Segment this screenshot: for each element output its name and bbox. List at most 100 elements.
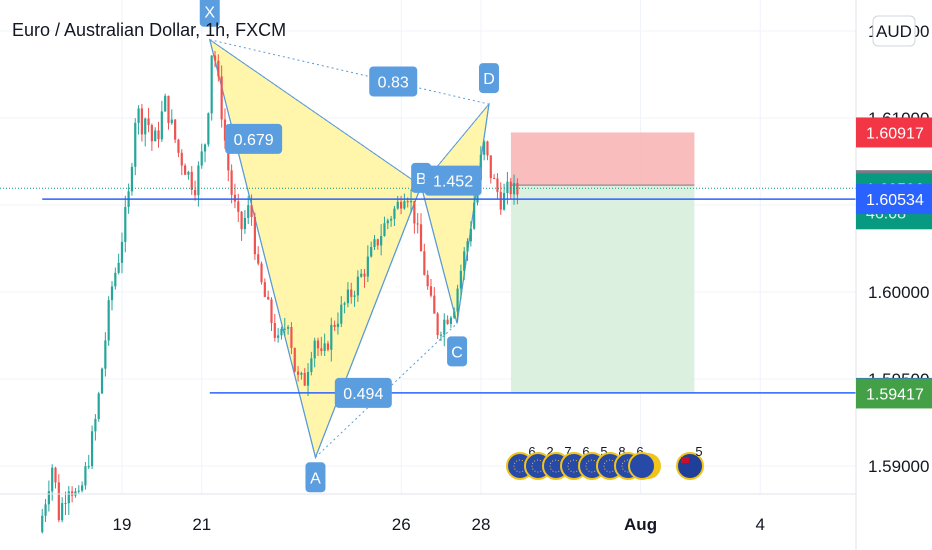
candle-body [154,130,157,142]
time-tick-label: 21 [192,515,211,534]
candle-body [456,288,459,312]
candle-body [184,165,187,175]
candle-body [459,270,462,289]
candle-body [280,328,283,336]
event-count: 6 [636,444,643,459]
candle-body [449,317,453,324]
time-tick-label: 19 [113,515,132,534]
candle-body [51,467,54,492]
candle-body [167,95,170,124]
candle-body [313,340,316,359]
candle-body [483,141,486,155]
candle-body [439,334,443,336]
stop-loss-zone[interactable] [510,132,695,186]
candle-body [293,347,296,372]
candle-body [250,205,253,218]
candle-body [110,286,114,301]
candle-body [64,503,67,505]
currency-button[interactable] [872,15,916,47]
price-badge-value: 1.60917 [866,125,924,142]
price-badge-value: 1.59417 [866,386,924,403]
candle-body [303,372,306,386]
candle-body [240,211,243,230]
candle-body [187,171,190,175]
candle-body [383,223,386,237]
candle-body [174,119,177,140]
time-tick-label: 4 [755,515,764,534]
event-count: 6 [528,444,535,459]
candle-body [502,193,506,210]
candle-body [170,119,173,124]
ratio-badge[interactable] [424,165,482,196]
candle-body [350,289,353,297]
candle-body [326,343,330,350]
pattern-point-label: B [416,171,427,188]
candle-body [220,76,223,120]
candle-body [360,273,363,277]
candle-body [120,241,124,263]
candle-body [413,200,416,224]
candle-body [466,241,469,252]
candle-body [287,327,290,329]
candle-body [213,55,217,61]
candle-body [134,122,137,167]
ratio-badge[interactable] [334,377,392,408]
ratio-badge[interactable] [369,66,418,97]
candle-body [193,189,197,196]
candle-body [270,299,273,323]
event-count: 5 [695,444,702,459]
currency-button-label: AUD [876,22,912,41]
price-tick-label: 1.59000 [868,457,929,476]
candle-body [323,343,326,351]
candle-body [104,340,107,369]
pattern-point-label: X [204,5,215,22]
candle-body [267,296,270,300]
pattern-point-c[interactable] [447,336,468,367]
candle-body [316,340,320,349]
time-tick-label: 28 [472,515,491,534]
candle-body [61,503,64,521]
candle-body [512,183,516,195]
candle-body [41,515,44,533]
candle-body [423,251,426,275]
candle-body [496,178,499,192]
pattern-point-d[interactable] [478,63,499,94]
ratio-badge[interactable] [225,123,283,154]
ratio-label: 1.452 [433,174,473,191]
candle-body [97,393,100,420]
candle-body [177,139,180,153]
pattern-point-a[interactable] [305,462,326,493]
candle-body [403,201,406,209]
candle-body [399,201,403,209]
candle-body [356,276,359,296]
candle-body [114,272,117,287]
candle-body [380,236,383,246]
ratio-label: 0.679 [234,132,274,149]
candle-body [227,140,230,171]
candle-body [489,155,492,179]
candle-body [353,295,356,297]
ratio-label: 0.494 [343,386,383,403]
price-badge [856,184,932,215]
candle-body [370,246,373,257]
candle-body [90,431,94,467]
candle-body [257,254,260,264]
candle-body [54,467,57,483]
candle-body [499,191,502,210]
candle-body [443,319,446,335]
candle-body [223,119,227,141]
eu-event-icon[interactable] [628,452,656,480]
candle-body [426,274,429,287]
candle-body [446,319,449,324]
pattern-point-label: C [451,344,463,361]
candle-body [100,368,104,394]
pattern-point-label: D [483,71,495,88]
candle-body [124,207,127,242]
candle-body [47,491,50,505]
pattern-point-x[interactable] [199,0,220,27]
price-axis[interactable] [856,0,932,550]
take-profit-zone[interactable] [510,185,695,393]
candle-body [283,328,286,330]
